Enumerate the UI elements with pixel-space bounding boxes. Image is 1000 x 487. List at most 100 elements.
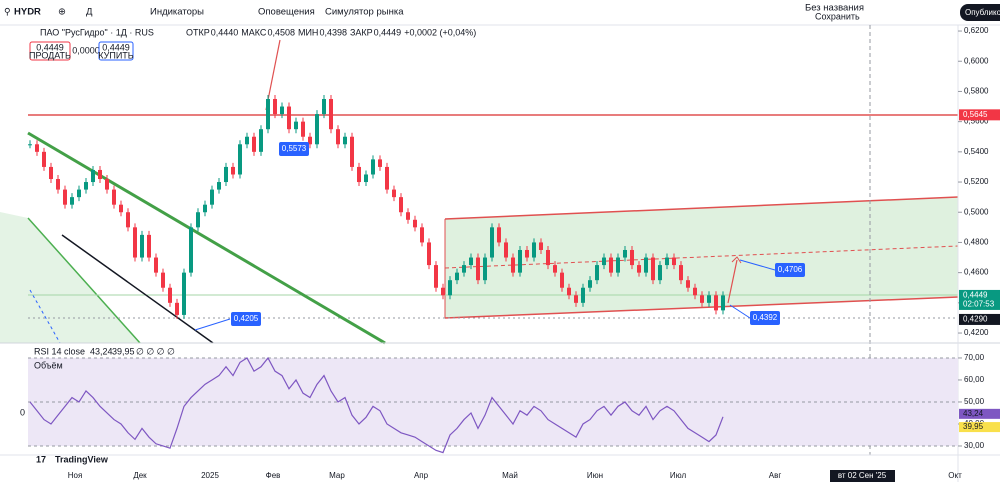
candle xyxy=(476,257,480,281)
candle xyxy=(56,179,60,190)
candle xyxy=(574,295,578,303)
candle xyxy=(525,249,529,258)
candle xyxy=(686,280,690,288)
sell-button[interactable] xyxy=(29,41,71,61)
layout-state: Сохранить xyxy=(815,11,860,21)
y-tick-label: 0,5400 xyxy=(964,147,989,156)
candle xyxy=(154,257,158,273)
trendline xyxy=(27,217,141,344)
price-badge-label: 0,5645 xyxy=(963,110,988,119)
candle xyxy=(189,227,193,273)
buy-price[interactable]: 0,4449 xyxy=(102,42,130,52)
candle xyxy=(595,265,599,281)
y-tick-label: 0,4800 xyxy=(964,238,989,247)
layout-name[interactable]: Без названия xyxy=(805,3,864,14)
interval[interactable]: Д xyxy=(86,7,93,18)
candle xyxy=(336,129,340,145)
candle xyxy=(665,257,669,266)
price-badge-label: 0,4449 xyxy=(963,291,988,300)
candle xyxy=(119,204,123,213)
rsi-badge-label: 43,24 xyxy=(963,409,984,418)
candle xyxy=(679,265,683,281)
candle xyxy=(406,212,410,220)
callout-label: 0,4205 xyxy=(234,314,259,323)
candle xyxy=(161,272,165,288)
candle xyxy=(553,265,557,273)
y-tick-label: 0,5600 xyxy=(964,117,989,126)
candle xyxy=(630,249,634,266)
replay[interactable]: Симулятор рынка xyxy=(325,7,404,18)
sell-label[interactable]: ПРОДАТЬ xyxy=(29,50,71,60)
candle xyxy=(609,257,613,273)
callout-leader xyxy=(729,304,751,319)
candle xyxy=(42,151,46,167)
candle xyxy=(217,182,221,190)
brand-logo: 17 xyxy=(36,454,46,464)
candle xyxy=(700,295,704,303)
candle xyxy=(707,295,711,303)
x-tick-label: Дек xyxy=(133,471,147,480)
rsi-rest: ∅ ∅ ∅ ∅ xyxy=(136,346,175,356)
candle xyxy=(315,114,319,145)
indicators[interactable]: Индикаторы xyxy=(150,7,204,18)
candle xyxy=(651,257,655,281)
trendline xyxy=(29,289,61,344)
price-badge xyxy=(959,109,1000,121)
callout xyxy=(775,263,805,277)
candle xyxy=(364,174,368,183)
candle xyxy=(140,234,144,258)
y-tick-label: 0,5200 xyxy=(964,177,989,186)
ohlc-label: ЗАКР xyxy=(350,27,373,37)
ohlc-value: 0,4449 xyxy=(374,27,402,37)
alerts[interactable]: Оповещения xyxy=(258,7,315,18)
arrow-head xyxy=(731,256,742,264)
candle xyxy=(175,302,179,315)
trendline xyxy=(61,234,214,344)
buy-button[interactable] xyxy=(98,41,134,61)
ohlc-label: МАКС xyxy=(241,27,267,37)
candle xyxy=(616,257,620,273)
candle xyxy=(532,242,536,258)
ohlc: ОТКР 0,4440 МАКС 0,4508 МИН 0,4398 ЗАКР 0,4449 +… xyxy=(186,27,476,37)
candle xyxy=(539,242,543,250)
x-tick-label: Май xyxy=(502,471,518,480)
candle xyxy=(98,169,102,180)
ohlc-label: МИН xyxy=(298,27,318,37)
candle xyxy=(133,227,137,258)
publish-label[interactable]: Опубликов xyxy=(965,8,1000,17)
spread: 0,0000 xyxy=(72,45,100,55)
candle xyxy=(721,295,725,311)
candle xyxy=(238,144,242,175)
candle xyxy=(231,166,235,175)
candle xyxy=(350,136,354,167)
callout xyxy=(750,311,780,325)
candle xyxy=(588,280,592,288)
callout-leader xyxy=(194,318,231,331)
candle xyxy=(280,106,284,115)
candle xyxy=(308,136,312,145)
publish-button[interactable] xyxy=(960,4,1000,21)
y-tick-label: 0,6200 xyxy=(964,26,989,35)
rsi-value: 43,24 xyxy=(90,346,113,356)
candle xyxy=(644,257,648,273)
channel-mid xyxy=(444,245,959,269)
candle xyxy=(560,272,564,288)
y-tick-label: 0,6000 xyxy=(964,56,989,65)
y-tick-label: 70,00 xyxy=(964,353,985,362)
candle xyxy=(266,98,270,130)
candle xyxy=(511,257,515,273)
callout xyxy=(279,142,309,156)
add-icon[interactable]: ⊕ xyxy=(58,7,66,18)
candle xyxy=(420,227,424,243)
crosshair-label: вт 02 Сен '25 xyxy=(838,471,887,480)
buy-label[interactable]: КУПИТЬ xyxy=(98,50,133,60)
candle xyxy=(182,272,186,315)
sell-price[interactable]: 0,4449 xyxy=(36,42,64,52)
candle xyxy=(301,121,305,137)
candle xyxy=(483,257,487,281)
symbol[interactable]: HYDR xyxy=(14,7,41,18)
x-tick-label: Апр xyxy=(414,471,429,480)
toolbar xyxy=(0,0,1000,25)
candle xyxy=(322,98,326,115)
